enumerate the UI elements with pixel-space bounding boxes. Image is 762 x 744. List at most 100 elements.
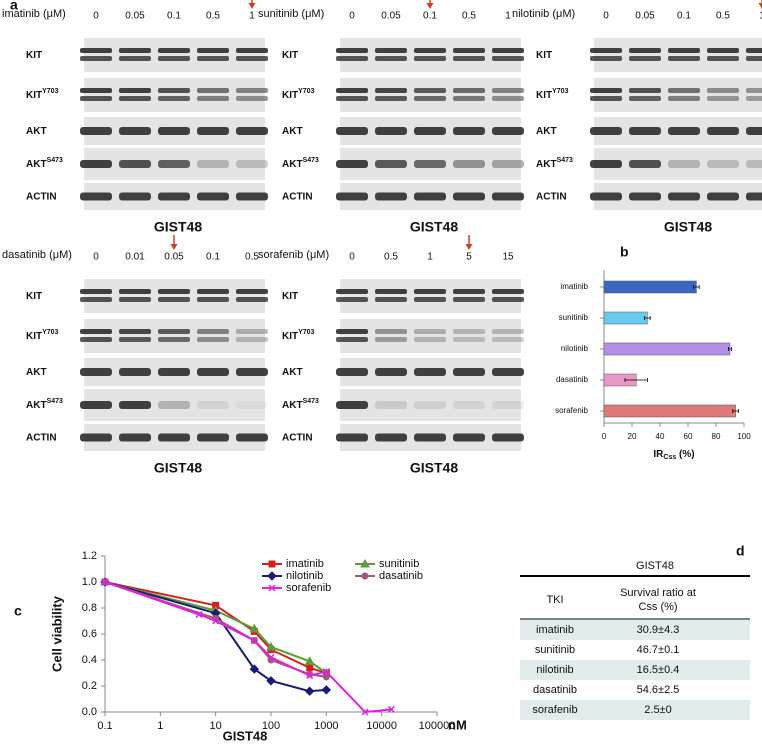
series-line [104, 581, 327, 674]
table-cell: 2.5±0 [644, 704, 671, 716]
marker [212, 617, 220, 625]
blot [84, 389, 265, 421]
band [453, 160, 485, 168]
band [236, 368, 268, 376]
series-line [104, 581, 327, 678]
band [492, 96, 524, 101]
band [236, 88, 268, 93]
band [492, 160, 524, 168]
marker [304, 686, 315, 696]
band [375, 56, 407, 61]
concentration: 0.5 [245, 252, 259, 263]
marker [361, 708, 369, 716]
band [414, 192, 446, 201]
row-label: KIT [26, 50, 42, 61]
band [158, 56, 190, 61]
row-label: ACTIN [282, 191, 313, 202]
row-name: KIT [282, 291, 298, 302]
concentration: 0.05 [635, 11, 655, 22]
arrow-head [170, 244, 178, 250]
band [158, 96, 190, 101]
concentration: 0.1 [423, 11, 437, 22]
band [236, 127, 268, 135]
band [119, 48, 151, 53]
band [492, 289, 524, 294]
band [453, 401, 485, 409]
band [197, 289, 229, 294]
concentration: 0.5 [384, 252, 398, 263]
row-name: KIT [282, 331, 298, 342]
band [414, 88, 446, 93]
marker [249, 664, 260, 674]
band [197, 96, 229, 101]
drug-label: nilotinib (μM) [512, 8, 575, 20]
band [629, 56, 661, 61]
band [336, 56, 368, 61]
band [590, 48, 622, 53]
band [236, 433, 268, 442]
band [707, 88, 739, 93]
bar [603, 404, 736, 418]
band [158, 337, 190, 342]
band [414, 289, 446, 294]
y-tick-label: 1.2 [82, 550, 97, 562]
band [414, 401, 446, 409]
band [668, 96, 700, 101]
row-label: KIT [282, 291, 298, 302]
band [80, 368, 112, 376]
error-bar [693, 285, 700, 289]
table-header: Css (%) [638, 601, 677, 613]
band [119, 337, 151, 342]
row-sup: S473 [47, 398, 63, 405]
row-sup: Y703 [42, 88, 58, 95]
band [336, 368, 368, 376]
row-label: KITY703 [282, 88, 315, 101]
band [375, 127, 407, 135]
blot [340, 38, 521, 72]
error-bar [732, 409, 739, 413]
row-sup: Y703 [298, 88, 314, 95]
row-label: ACTIN [282, 432, 313, 443]
concentration: 0.05 [125, 11, 145, 22]
concentration: 15 [502, 252, 514, 263]
marker [249, 623, 260, 633]
row-name: KIT [26, 90, 42, 101]
marker [322, 668, 330, 676]
blot [594, 38, 762, 72]
arrow-head [248, 3, 256, 9]
concentration: 1 [759, 11, 762, 22]
marker [361, 572, 369, 580]
concentration: 0 [93, 252, 99, 263]
row-shade [520, 700, 750, 720]
table-cell: sorafenib [532, 704, 577, 716]
row-name: AKT [26, 159, 47, 170]
band [236, 297, 268, 302]
band [668, 192, 700, 201]
row-label: KITY703 [26, 88, 59, 101]
band [492, 56, 524, 61]
band [375, 192, 407, 201]
band [414, 56, 446, 61]
concentration: 0 [603, 11, 609, 22]
band [158, 433, 190, 442]
x-tick-label: 80 [712, 432, 721, 441]
row-label: KITY703 [282, 329, 315, 342]
band [236, 401, 268, 409]
series-line [104, 581, 392, 714]
band [80, 88, 112, 93]
band [375, 401, 407, 409]
marker [321, 685, 332, 695]
row-shade [520, 660, 750, 680]
concentration: 0.05 [164, 252, 184, 263]
y-tick-label: 0.6 [82, 628, 97, 640]
concentration: 0 [349, 11, 355, 22]
x-axis-label: GIST48 [223, 728, 268, 743]
x-tick-label: 20 [628, 432, 637, 441]
y-tick-label: 0.4 [82, 654, 97, 666]
band [707, 96, 739, 101]
row-label: AKTS473 [26, 398, 63, 411]
marker [266, 641, 276, 651]
legend-label: dasatinib [379, 570, 423, 582]
band [629, 48, 661, 53]
